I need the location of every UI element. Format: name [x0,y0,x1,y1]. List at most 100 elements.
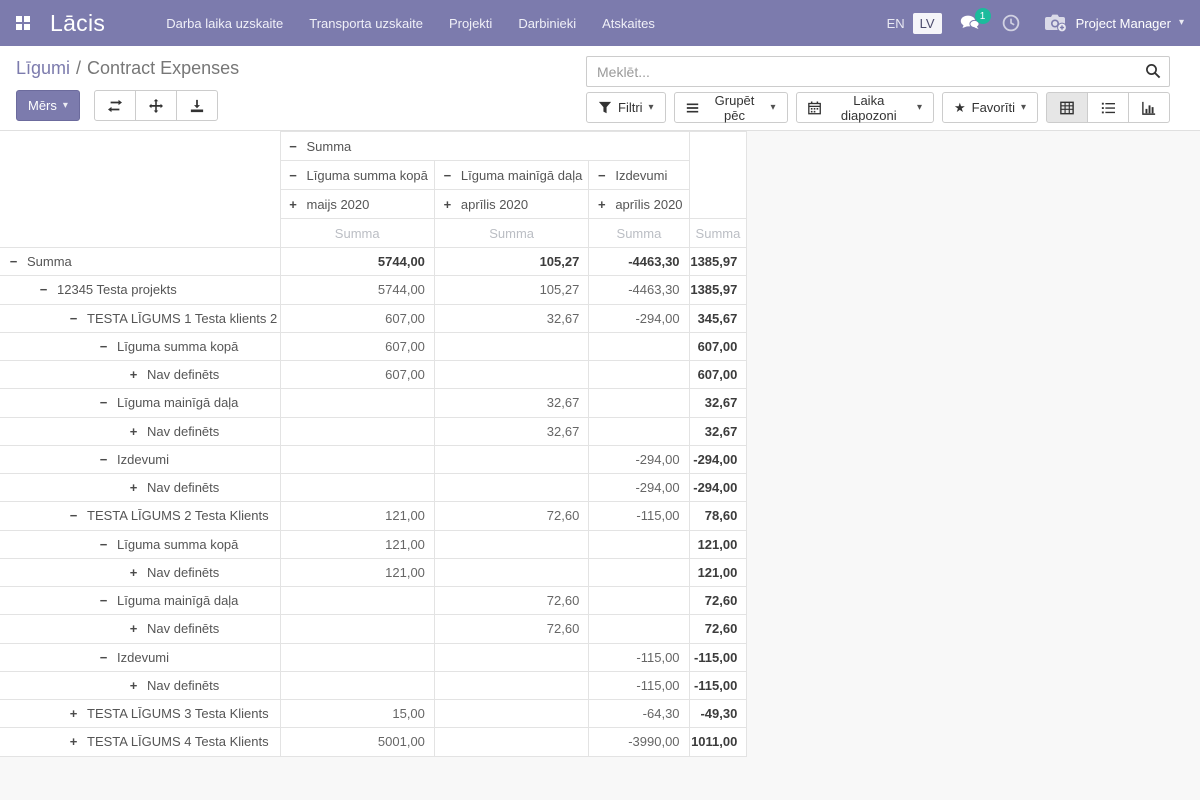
minus-expand-icon[interactable]: − [99,593,108,609]
cell-value [280,416,435,446]
apps-menu-icon[interactable] [10,10,36,36]
favorites-label: Favorīti [971,100,1015,115]
cell-total: 78,60 [689,501,748,531]
col-header-period-2[interactable]: + aprīlis 2020 [434,189,590,219]
measures-dropdown-button[interactable]: Mērs ▾ [16,90,80,121]
group-by-bars-icon [686,103,698,112]
cell-value [588,331,690,362]
time-ranges-label: Laika diapozoni [840,92,897,123]
list-view-button[interactable] [1087,92,1129,123]
minus-expand-icon[interactable]: − [69,508,78,524]
minus-expand-icon[interactable]: − [9,254,18,270]
measure-header-2[interactable]: Summa [434,218,590,248]
expand-all-button[interactable] [134,90,177,121]
col-header-group-3[interactable]: − Izdevumi [588,160,690,190]
minus-expand-icon[interactable]: − [99,536,108,552]
minus-expand-icon[interactable]: − [289,138,297,154]
cell-value [434,359,590,390]
minus-expand-icon[interactable]: − [69,310,78,326]
lang-lv-selected[interactable]: LV [912,12,942,34]
col-header-group-2[interactable]: − Līguma mainīgā daļa [434,160,590,190]
menu-item-5[interactable]: Atskaites [602,15,655,31]
brand-logo[interactable]: Lācis [50,9,106,36]
row-header-l-guma-main-g-da-a[interactable]: − Līguma mainīgā daļa [0,585,281,616]
measure-header-1[interactable]: Summa [280,218,435,248]
row-header-nav-defin-ts[interactable]: + Nav definēts [0,614,281,644]
breadcrumb-parent-link[interactable]: Līgumi [16,58,71,78]
pivot-grid-icon [1060,101,1074,114]
clock-icon [1002,14,1019,32]
measure-header-3[interactable]: Summa [588,218,690,248]
plus-expand-icon[interactable]: + [443,196,452,212]
plus-expand-icon[interactable]: + [129,677,138,693]
row-header-nav-defin-ts[interactable]: + Nav definēts [0,359,281,390]
time-ranges-dropdown-button[interactable]: Laika diapozoni ▾ [795,92,934,123]
cell-total: 121,00 [689,557,748,588]
row-header-summa[interactable]: − Summa [0,246,281,277]
cell-total: 32,67 [689,416,748,446]
row-header-l-guma-summa-kop-[interactable]: − Līguma summa kopā [0,529,281,559]
pivot-view-button[interactable] [1046,92,1088,123]
minus-expand-icon[interactable]: − [39,282,48,298]
col-header-period-3[interactable]: + aprīlis 2020 [588,189,690,219]
minus-expand-icon[interactable]: − [443,167,452,183]
row-header-testa-l-gums-3-testa-klients[interactable]: + TESTA LĪGUMS 3 Testa Klients [0,698,281,729]
col-header-root[interactable]: − Summa [280,131,690,161]
row-header-testa-l-gums-1-testa-klients-2[interactable]: − TESTA LĪGUMS 1 Testa klients 2 [0,303,281,333]
cell-value: 32,67 [434,388,590,418]
minus-expand-icon[interactable]: − [99,395,108,411]
row-header-nav-defin-ts[interactable]: + Nav definēts [0,472,281,503]
menu-item-1[interactable]: Darba laika uzskaite [166,15,284,31]
row-header-nav-defin-ts[interactable]: + Nav definēts [0,557,281,588]
activities-button[interactable] [1002,14,1020,32]
search-bar [586,56,1170,87]
menu-item-4[interactable]: Darbinieki [518,15,577,31]
row-header-nav-defin-ts[interactable]: + Nav definēts [0,416,281,446]
row-header-12345-testa-projekts[interactable]: −12345 Testa projekts [0,275,281,305]
row-header-l-guma-summa-kop-[interactable]: − Līguma summa kopā [0,331,281,362]
favorites-dropdown-button[interactable]: ★ Favorīti ▾ [941,92,1038,123]
pivot-row: + Nav definēts -115,00 -115,00 [0,670,748,701]
col-header-period-1[interactable]: + maijs 2020 [280,189,435,219]
row-header-izdevumi[interactable]: − Izdevumi [0,444,281,475]
plus-expand-icon[interactable]: + [69,734,78,750]
plus-expand-icon[interactable]: + [129,564,138,580]
row-header-l-guma-main-g-da-a[interactable]: − Līguma mainīgā daļa [0,388,281,418]
download-xlsx-button[interactable] [175,90,218,121]
graph-view-button[interactable] [1128,92,1170,123]
plus-expand-icon[interactable]: + [129,423,138,439]
minus-expand-icon[interactable]: − [99,338,108,354]
pivot-row: − Summa 5744,00 105,27 -4463,30 1385,97 [0,246,748,277]
plus-expand-icon[interactable]: + [129,367,138,383]
plus-expand-icon[interactable]: + [598,196,606,212]
calendar-icon [807,100,821,114]
menu-item-2[interactable]: Transporta uzskaite [309,15,423,31]
minus-expand-icon[interactable]: − [289,167,297,183]
plus-expand-icon[interactable]: + [69,706,78,722]
flip-axis-button[interactable] [93,90,136,121]
filters-dropdown-button[interactable]: Filtri ▾ [586,92,666,123]
col-header-group-1[interactable]: − Līguma summa kopā [280,160,435,190]
plus-expand-icon[interactable]: + [129,621,138,637]
minus-expand-icon[interactable]: − [598,167,606,183]
search-input[interactable] [586,56,1170,87]
menu-item-3[interactable]: Projekti [448,15,493,31]
cell-value: 607,00 [280,359,435,390]
row-header-izdevumi[interactable]: − Izdevumi [0,642,281,672]
cell-value [280,444,435,475]
groupby-dropdown-button[interactable]: Grupēt pēc ▾ [673,92,788,123]
row-header-testa-l-gums-2-testa-klients[interactable]: − TESTA LĪGUMS 2 Testa Klients [0,501,281,531]
minus-expand-icon[interactable]: − [99,649,108,665]
lang-en-link[interactable]: EN [886,15,905,31]
cell-value: -3990,00 [588,727,690,757]
plus-expand-icon[interactable]: + [129,480,138,496]
minus-expand-icon[interactable]: − [99,451,108,467]
user-menu[interactable]: Project Manager ▾ [1044,13,1184,33]
cell-value [434,670,590,701]
row-header-testa-l-gums-4-testa-klients[interactable]: + TESTA LĪGUMS 4 Testa Klients [0,727,281,757]
row-header-nav-defin-ts[interactable]: + Nav definēts [0,670,281,701]
search-icon[interactable] [1145,63,1161,82]
measure-header-4[interactable]: Summa [689,218,748,248]
plus-expand-icon[interactable]: + [289,196,297,212]
messages-button[interactable]: 1 [960,8,991,31]
